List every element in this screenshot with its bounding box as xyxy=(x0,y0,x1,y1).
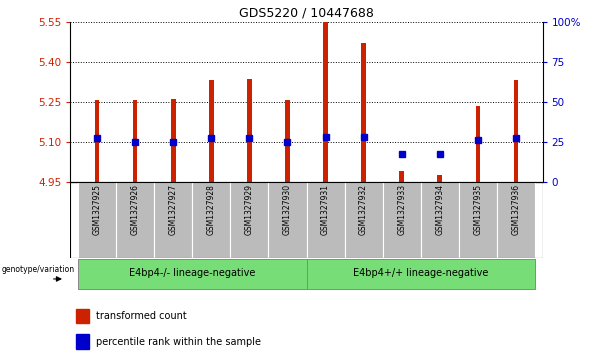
Bar xyxy=(285,100,290,182)
Text: genotype/variation: genotype/variation xyxy=(1,265,75,274)
Bar xyxy=(306,182,345,258)
Bar xyxy=(209,80,213,182)
Bar xyxy=(306,259,535,289)
Bar xyxy=(230,182,268,258)
Bar xyxy=(95,100,99,182)
Bar xyxy=(268,182,306,258)
Text: E4bp4+/+ lineage-negative: E4bp4+/+ lineage-negative xyxy=(353,268,489,278)
Text: GSM1327932: GSM1327932 xyxy=(359,184,368,235)
Bar xyxy=(383,182,421,258)
Bar xyxy=(192,182,230,258)
Text: GSM1327935: GSM1327935 xyxy=(473,184,482,235)
Text: GSM1327933: GSM1327933 xyxy=(397,184,406,235)
Bar xyxy=(361,43,366,182)
Bar xyxy=(78,259,306,289)
Text: GSM1327929: GSM1327929 xyxy=(245,184,254,235)
Bar xyxy=(438,175,442,182)
Bar xyxy=(459,182,497,258)
Bar xyxy=(400,171,404,182)
Text: GSM1327925: GSM1327925 xyxy=(93,184,102,235)
Text: E4bp4-/- lineage-negative: E4bp4-/- lineage-negative xyxy=(129,268,256,278)
Text: GSM1327926: GSM1327926 xyxy=(131,184,140,235)
Bar xyxy=(75,309,89,323)
Bar xyxy=(323,22,328,182)
Bar xyxy=(154,182,192,258)
Title: GDS5220 / 10447688: GDS5220 / 10447688 xyxy=(239,6,374,19)
Bar xyxy=(171,99,175,182)
Text: GSM1327928: GSM1327928 xyxy=(207,184,216,234)
Text: GSM1327934: GSM1327934 xyxy=(435,184,444,235)
Text: GSM1327930: GSM1327930 xyxy=(283,184,292,235)
Bar xyxy=(247,79,252,182)
Bar xyxy=(421,182,459,258)
Text: transformed count: transformed count xyxy=(96,311,187,321)
Text: percentile rank within the sample: percentile rank within the sample xyxy=(96,337,262,347)
Bar xyxy=(78,182,116,258)
Bar xyxy=(133,100,137,182)
Bar xyxy=(497,182,535,258)
Bar xyxy=(514,80,518,182)
Bar xyxy=(116,182,154,258)
Bar xyxy=(476,106,480,182)
Text: GSM1327936: GSM1327936 xyxy=(511,184,520,235)
Text: GSM1327931: GSM1327931 xyxy=(321,184,330,235)
Bar xyxy=(345,182,383,258)
Bar xyxy=(75,334,89,349)
Text: GSM1327927: GSM1327927 xyxy=(169,184,178,235)
